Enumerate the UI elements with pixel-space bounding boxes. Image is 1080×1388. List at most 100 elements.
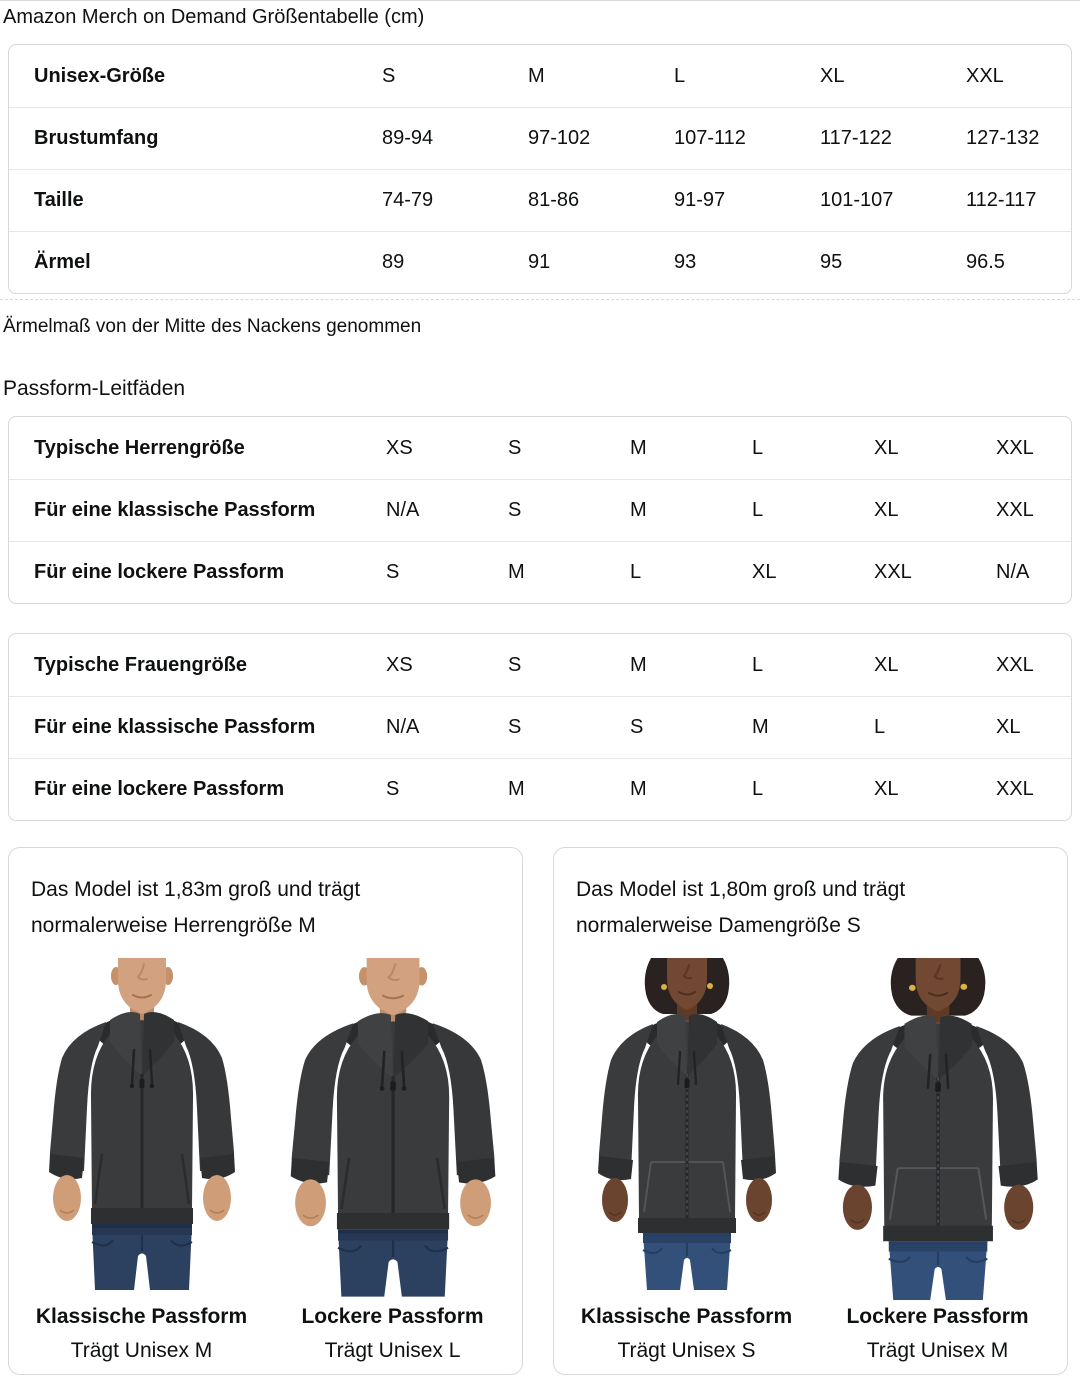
- row-label: Für eine lockere Passform: [34, 561, 285, 583]
- table-row-sizes: Unisex-Größe S M L XL XXL: [9, 45, 1071, 107]
- page-title: Amazon Merch on Demand Größentabelle (cm…: [3, 6, 425, 28]
- size-cell: 81-86: [528, 189, 580, 211]
- size-cell: 91-97: [674, 189, 726, 211]
- size-cell: M: [508, 778, 525, 800]
- size-cell: XL: [996, 716, 1021, 738]
- size-cell: XXL: [874, 561, 912, 583]
- table-row-loose-fit: Für eine lockere Passform S M M L XL XXL: [9, 758, 1071, 820]
- size-cell: S: [508, 653, 522, 676]
- female-model-description: Das Model ist 1,80m groß und trägt norma…: [576, 878, 906, 937]
- size-cell: XL: [874, 653, 899, 676]
- female-model-photo-classic: [579, 956, 794, 1292]
- figure-classic-fit: Klassische Passform Trägt Unisex M: [34, 956, 249, 1364]
- size-cell: 89: [382, 251, 405, 273]
- male-model-card: Das Model ist 1,83m groß und trägt norma…: [8, 847, 523, 1375]
- size-cell: M: [752, 716, 769, 738]
- size-cell: M: [630, 499, 647, 521]
- row-label: Typische Frauengröße: [34, 653, 248, 676]
- size-cell: 89-94: [382, 127, 434, 149]
- table-row-loose-fit: Für eine lockere Passform S M L XL XXL N…: [9, 541, 1071, 603]
- size-cell: XL: [752, 561, 777, 583]
- figure-loose-fit: Lockere Passform Trägt Unisex M: [830, 956, 1045, 1364]
- size-cell: 74-79: [382, 189, 434, 211]
- size-cell: 91: [528, 251, 551, 273]
- male-model-description: Das Model ist 1,83m groß und trägt norma…: [31, 878, 361, 937]
- size-cell: L: [752, 436, 764, 459]
- size-cell: S: [386, 561, 400, 583]
- section-divider: [0, 299, 1080, 300]
- fit-caption: Lockere Passform: [846, 1305, 1029, 1328]
- size-cell: XXL: [996, 499, 1034, 521]
- table-row-classic-fit: Für eine klassische Passform N/A S S M L…: [9, 696, 1071, 758]
- size-cell: N/A: [996, 561, 1030, 583]
- size-cell: M: [630, 653, 647, 676]
- size-cell: 107-112: [674, 127, 746, 149]
- size-cell: 127-132: [966, 127, 1040, 149]
- size-cell: XXL: [996, 778, 1034, 800]
- size-cell: S: [508, 499, 522, 521]
- size-cell: 101-107: [820, 189, 894, 211]
- size-worn-caption: Trägt Unisex S: [617, 1339, 756, 1362]
- womens-fit-table: Typische Frauengröße XS S M L XL XXL Für…: [8, 633, 1072, 821]
- male-hoodie-illustration: [47, 956, 237, 1292]
- size-worn-caption: Trägt Unisex M: [866, 1339, 1009, 1362]
- size-cell: 117-122: [820, 127, 892, 149]
- figure-classic-fit: Klassische Passform Trägt Unisex S: [579, 956, 794, 1364]
- row-label: Brustumfang: [34, 127, 159, 149]
- table-row-typical-mens: Typische Herrengröße XS S M L XL XXL: [9, 417, 1071, 479]
- table-row-typical-womens: Typische Frauengröße XS S M L XL XXL: [9, 634, 1071, 696]
- size-cell: S: [508, 436, 522, 459]
- size-cell: XXL: [996, 653, 1034, 676]
- size-cell: XL: [874, 778, 899, 800]
- male-hoodie-illustration: [289, 956, 498, 1299]
- size-cell: XL: [820, 64, 845, 87]
- size-cell: M: [630, 778, 647, 800]
- size-cell: M: [508, 561, 525, 583]
- size-worn-caption: Trägt Unisex L: [324, 1339, 461, 1362]
- size-cell: XXL: [996, 436, 1034, 459]
- size-cell: L: [752, 778, 764, 800]
- size-cell: 93: [674, 251, 697, 273]
- row-label: Typische Herrengröße: [34, 436, 245, 459]
- size-cell: 97-102: [528, 127, 591, 149]
- female-hoodie-illustration: [596, 956, 778, 1292]
- row-label: Für eine klassische Passform: [34, 716, 316, 738]
- figure-loose-fit: Lockere Passform Trägt Unisex L: [285, 956, 500, 1364]
- size-cell: L: [674, 64, 686, 87]
- male-model-photo-loose: [285, 956, 500, 1299]
- unisex-size-table: Unisex-Größe S M L XL XXL Brustumfang 89…: [8, 44, 1072, 294]
- fit-guides-heading: Passform-Leitfäden: [3, 377, 186, 400]
- sleeve-measure-note: Ärmelmaß von der Mitte des Nackens genom…: [3, 316, 422, 337]
- size-worn-caption: Trägt Unisex M: [70, 1339, 213, 1362]
- size-cell: S: [382, 64, 396, 87]
- size-cell: L: [630, 561, 642, 583]
- size-cell: S: [630, 716, 644, 738]
- size-cell: M: [630, 436, 647, 459]
- size-cell: S: [386, 778, 400, 800]
- male-model-photo-classic: [34, 956, 249, 1292]
- size-cell: XS: [386, 653, 413, 676]
- size-cell: N/A: [386, 499, 420, 521]
- table-row-classic-fit: Für eine klassische Passform N/A S M L X…: [9, 479, 1071, 541]
- fit-caption: Lockere Passform: [301, 1305, 484, 1328]
- female-hoodie-illustration: [836, 956, 1040, 1302]
- row-label: Ärmel: [34, 251, 91, 273]
- size-cell: L: [874, 716, 886, 738]
- table-row-sleeve: Ärmel 89 91 93 95 96.5: [9, 231, 1071, 293]
- male-figures-row: Klassische Passform Trägt Unisex M Locke…: [34, 956, 500, 1364]
- size-cell: 112-117: [966, 189, 1037, 211]
- size-cell: M: [528, 64, 545, 87]
- size-cell: S: [508, 716, 522, 738]
- size-cell: XS: [386, 436, 413, 459]
- page-top-divider: [0, 0, 1080, 1]
- size-cell: L: [752, 653, 764, 676]
- size-cell: N/A: [386, 716, 420, 738]
- size-cell: XXL: [966, 64, 1004, 87]
- female-figures-row: Klassische Passform Trägt Unisex S Locke…: [579, 956, 1045, 1364]
- model-cards-row: Das Model ist 1,83m groß und trägt norma…: [8, 847, 1068, 1375]
- size-cell: 96.5: [966, 251, 1005, 273]
- size-cell: XL: [874, 499, 899, 521]
- table-row-waist: Taille 74-79 81-86 91-97 101-107 112-117: [9, 169, 1071, 231]
- row-label: Unisex-Größe: [34, 64, 166, 87]
- row-label: Für eine lockere Passform: [34, 778, 285, 800]
